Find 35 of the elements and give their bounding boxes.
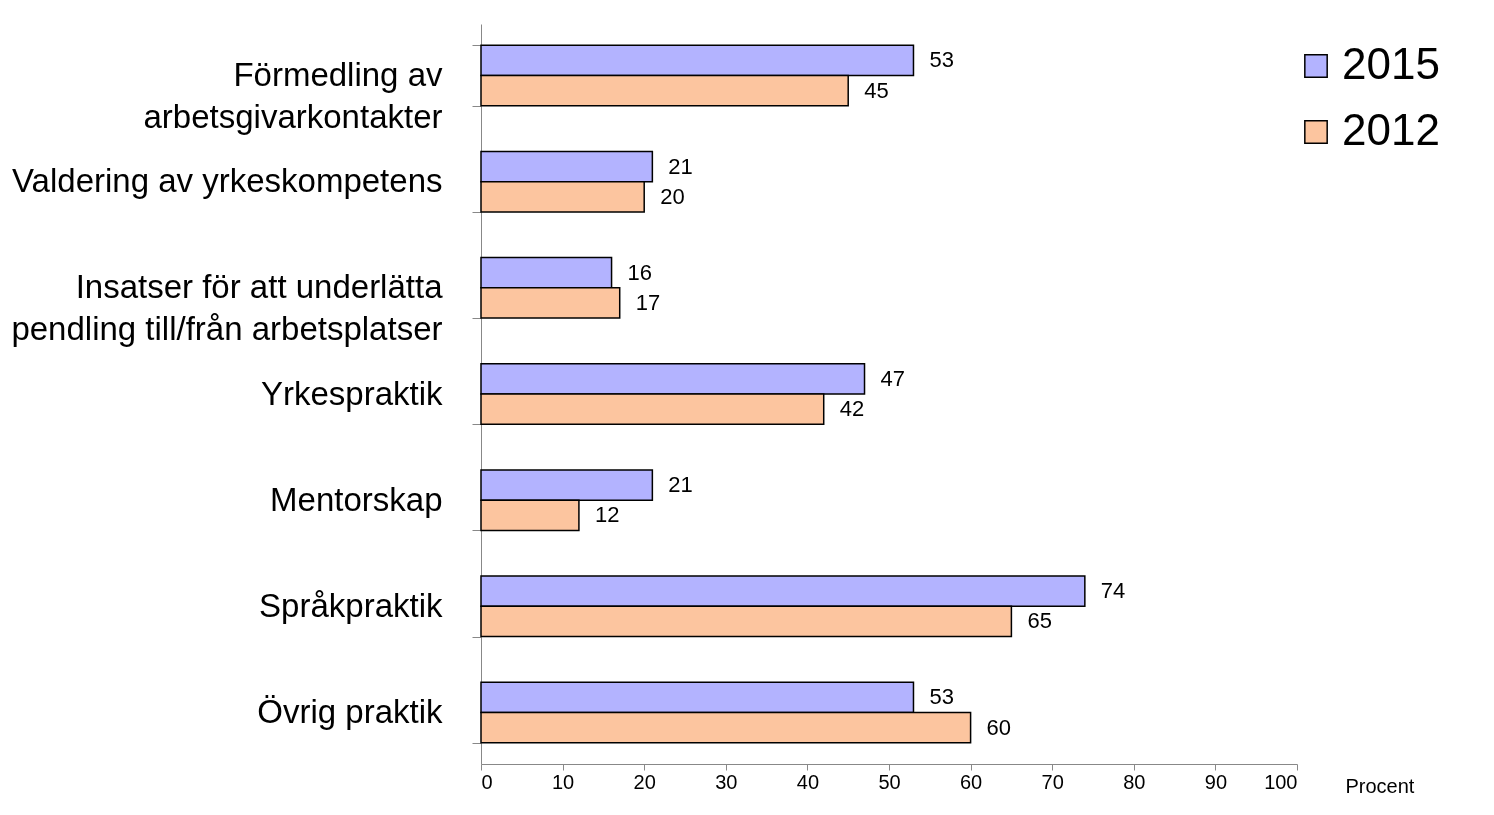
legend-label: 2012 bbox=[1342, 105, 1440, 154]
x-tick-label: 90 bbox=[1204, 770, 1228, 793]
x-tick-label: 60 bbox=[959, 770, 983, 793]
x-tick-label: 30 bbox=[715, 770, 738, 793]
data-label: 47 bbox=[880, 365, 905, 391]
data-label: 12 bbox=[594, 502, 620, 528]
x-tick-label: 10 bbox=[551, 770, 575, 793]
y-tick-label: Språkpraktik bbox=[259, 586, 443, 624]
y-tick-label: Mentorskap bbox=[270, 480, 443, 518]
data-label: 65 bbox=[1027, 608, 1052, 634]
data-label: 20 bbox=[660, 183, 685, 209]
x-axis-title: Procent bbox=[1345, 774, 1415, 797]
x-tick-label: 0 bbox=[481, 770, 493, 793]
data-label: 21 bbox=[668, 153, 693, 179]
data-label: 45 bbox=[864, 77, 889, 103]
data-label: 16 bbox=[627, 259, 653, 285]
y-tick-label: Yrkespraktik bbox=[260, 374, 443, 412]
y-tick-label: Övrig praktik bbox=[257, 693, 443, 731]
data-label: 21 bbox=[668, 472, 693, 498]
x-tick-label: 20 bbox=[633, 770, 656, 793]
x-tick-label: 70 bbox=[1041, 770, 1064, 793]
x-tick-label: 100 bbox=[1264, 770, 1298, 793]
data-label: 53 bbox=[929, 684, 954, 710]
data-label: 74 bbox=[1100, 578, 1126, 604]
y-tick-label: Valdering av yrkeskompetens bbox=[12, 162, 443, 200]
x-tick-label: 80 bbox=[1123, 770, 1146, 793]
y-tick-label: Insatser för att underlätta pendling till/från arbetsplatser bbox=[11, 268, 444, 348]
legend-label: 2015 bbox=[1342, 39, 1440, 88]
y-tick-label: Förmedling av arbetsgivarkontakter bbox=[143, 55, 443, 135]
x-tick-label: 40 bbox=[796, 770, 820, 793]
data-label: 17 bbox=[635, 289, 661, 315]
data-label: 53 bbox=[929, 47, 954, 73]
data-label: 42 bbox=[839, 396, 865, 422]
data-label: 60 bbox=[986, 714, 1012, 740]
x-tick-label: 50 bbox=[878, 770, 901, 793]
